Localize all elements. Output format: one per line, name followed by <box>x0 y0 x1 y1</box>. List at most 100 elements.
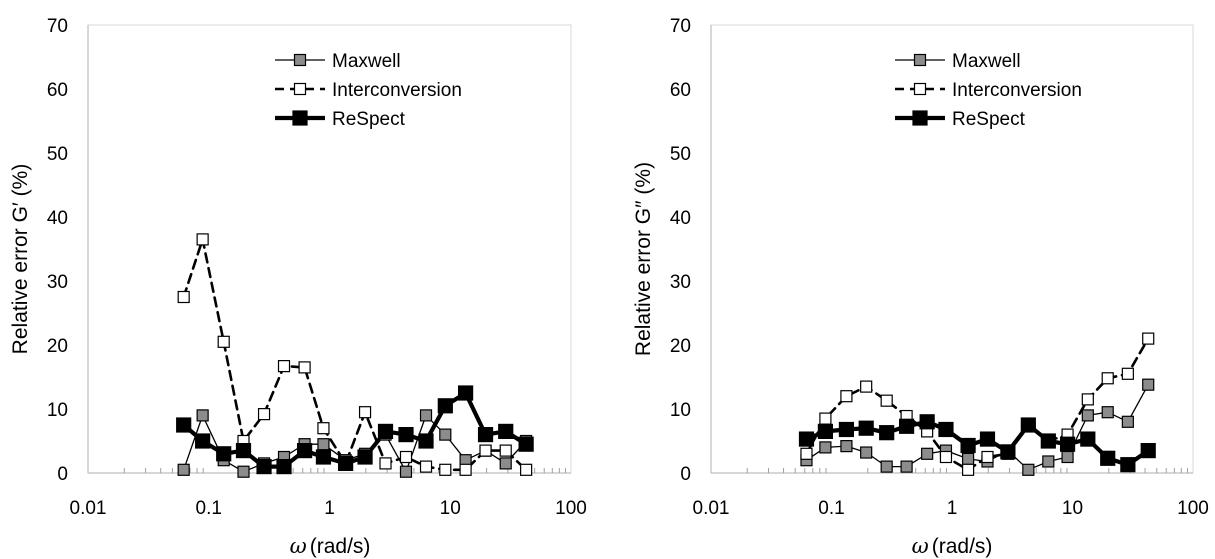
data-point-respect <box>938 421 954 438</box>
x-axis-title: ω (rad/s) <box>290 534 371 558</box>
data-point-maxwell <box>317 438 330 451</box>
data-point-respect <box>216 446 232 462</box>
legend-marker-maxwell <box>913 53 927 67</box>
data-point-interconversion <box>961 463 975 476</box>
y-tick-label: 20 <box>47 336 68 357</box>
data-point-maxwell <box>1121 415 1134 428</box>
y-tick-label: 10 <box>670 400 691 421</box>
data-point-interconversion <box>520 463 533 476</box>
data-point-maxwell <box>1142 378 1155 391</box>
legend-marker-respect <box>912 110 928 126</box>
y-axis-title: Relative error G″ (%) <box>632 162 655 356</box>
data-point-respect <box>879 425 895 441</box>
y-tick-label: 60 <box>47 80 68 101</box>
data-point-maxwell <box>961 452 975 466</box>
legend-label-respect: ReSpect <box>952 109 1026 130</box>
data-point-respect <box>457 385 474 401</box>
data-point-interconversion <box>880 394 893 407</box>
data-point-maxwell <box>196 409 209 422</box>
chart-right-g-double-prime: 0 10 20 30 40 50 60 70 0.01 0.1 1 10 100 Relative err… <box>632 16 1209 558</box>
series-line-respect <box>804 419 1151 467</box>
data-point-interconversion <box>800 447 813 460</box>
data-point-respect <box>477 427 494 443</box>
legend-label-interconversion: Interconversion <box>332 80 462 101</box>
data-point-interconversion <box>379 457 392 470</box>
data-point-interconversion <box>257 408 271 421</box>
data-point-respect <box>276 459 292 475</box>
data-point-maxwell <box>399 465 413 478</box>
y-tick-label: 30 <box>670 272 691 293</box>
x-axis-title-symbol: ω <box>290 534 307 558</box>
data-point-maxwell <box>900 460 913 473</box>
data-point-maxwell <box>499 457 512 470</box>
data-point-respect <box>315 449 332 465</box>
series-line-interconversion <box>182 238 528 472</box>
data-point-interconversion <box>860 380 873 393</box>
series-line-maxwell <box>183 414 527 473</box>
data-point-maxwell <box>1042 455 1055 468</box>
data-point-respect <box>398 427 414 443</box>
data-point-maxwell <box>819 441 832 454</box>
x-tick-label: 0.01 <box>693 498 730 519</box>
x-tick-label: 0.01 <box>70 498 107 519</box>
x-tick-label: 100 <box>1177 498 1209 519</box>
plot-area-border <box>87 24 572 474</box>
data-point-respect <box>1000 444 1016 460</box>
data-point-interconversion <box>981 450 994 464</box>
data-point-interconversion <box>499 444 512 457</box>
x-axis-title-unit: (rad/s) <box>932 535 993 558</box>
data-point-maxwell <box>1061 450 1074 464</box>
data-point-maxwell <box>419 409 433 422</box>
data-point-maxwell <box>177 463 190 476</box>
data-point-interconversion <box>439 463 452 476</box>
data-point-interconversion <box>479 444 492 457</box>
data-point-interconversion <box>277 360 291 373</box>
data-point-interconversion <box>1081 393 1094 406</box>
y-tick-label: 40 <box>47 208 68 229</box>
x-axis-title-unit: (rad/s) <box>310 535 371 558</box>
legend-marker-interconversion <box>293 82 307 96</box>
data-point-respect <box>377 423 394 439</box>
y-tick-label: 20 <box>670 336 691 357</box>
y-tick-label: 0 <box>57 464 68 485</box>
y-tick-label: 30 <box>47 272 68 293</box>
data-point-respect <box>518 436 534 452</box>
data-point-interconversion <box>840 390 853 403</box>
y-tick-label: 40 <box>670 208 691 229</box>
data-point-respect <box>919 414 935 430</box>
data-point-respect <box>1040 433 1056 449</box>
data-point-maxwell <box>880 460 893 473</box>
data-point-maxwell <box>1101 406 1114 419</box>
data-point-interconversion <box>177 290 190 304</box>
data-point-respect <box>899 418 915 434</box>
data-point-respect <box>1100 450 1116 466</box>
data-point-respect <box>498 423 514 439</box>
x-axis-title-symbol: ω <box>912 534 929 558</box>
data-point-respect <box>1020 417 1036 433</box>
legend-label-respect: ReSpect <box>332 109 406 130</box>
data-point-interconversion <box>1121 367 1134 380</box>
chart-left-g-prime: 0 10 20 30 40 50 60 70 0.01 0.1 1 10 100 Relative err… <box>9 16 587 558</box>
data-point-respect <box>256 459 272 475</box>
data-point-respect <box>235 443 252 459</box>
legend-marker-respect <box>292 110 308 126</box>
data-point-interconversion <box>399 450 413 464</box>
data-point-respect <box>1080 431 1096 447</box>
y-tick-label: 70 <box>47 16 68 37</box>
x-tick-label: 10 <box>440 498 461 519</box>
data-point-respect <box>338 455 354 471</box>
data-point-respect <box>176 417 192 433</box>
data-point-interconversion <box>317 422 330 435</box>
data-point-interconversion <box>939 450 953 464</box>
data-point-interconversion <box>298 361 311 374</box>
data-point-respect <box>858 420 874 436</box>
data-point-respect <box>817 423 834 439</box>
x-axis-title: ω (rad/s) <box>912 534 993 558</box>
data-point-respect <box>1140 443 1156 459</box>
data-point-interconversion <box>358 406 372 419</box>
y-tick-label: 70 <box>670 16 691 37</box>
data-point-respect <box>357 449 373 465</box>
data-point-maxwell <box>237 465 250 478</box>
data-point-interconversion <box>217 335 230 348</box>
